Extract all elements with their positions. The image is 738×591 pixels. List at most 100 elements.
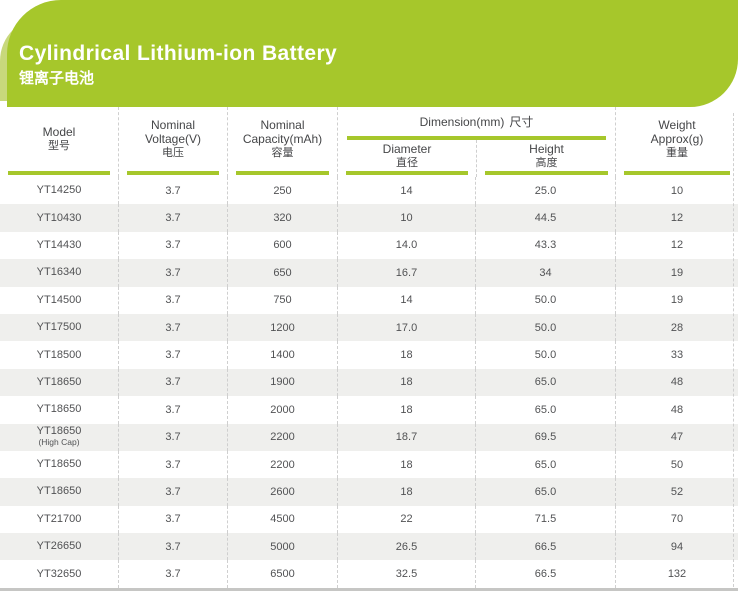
table-row: YT16340 3.7 650 16.7 34 19 xyxy=(0,259,738,287)
header-capacity: Nominal Capacity(mAh) 容量 xyxy=(227,107,337,177)
table-row: YT26650 3.7 5000 26.5 66.5 94 xyxy=(0,533,738,561)
cell-weight: 70 xyxy=(615,505,738,534)
cell-height: 69.5 xyxy=(475,423,615,451)
cell-weight: 12 xyxy=(615,204,738,232)
cell-height: 66.5 xyxy=(475,533,615,561)
model-value: YT21700 xyxy=(36,512,82,525)
header-voltage-label1: Nominal xyxy=(150,118,195,132)
header-underline xyxy=(346,171,468,175)
table-row: YT18650 3.7 2600 18 65.0 52 xyxy=(0,478,738,506)
cell-weight: 33 xyxy=(615,341,738,369)
model-value: YT16340 xyxy=(36,266,82,279)
table-row: YT18650 3.7 2200 18 65.0 50 xyxy=(0,450,738,479)
cell-diameter: 16.7 xyxy=(337,259,475,287)
cell-voltage: 3.7 xyxy=(118,231,227,260)
cell-model: YT16340 xyxy=(0,259,118,286)
cell-height: 71.5 xyxy=(475,505,615,534)
cell-diameter: 14 xyxy=(337,177,475,205)
cell-height: 65.0 xyxy=(475,368,615,397)
cell-height: 50.0 xyxy=(475,341,615,369)
cell-diameter: 18.7 xyxy=(337,423,475,451)
model-value: YT17500 xyxy=(36,321,82,334)
model-value: YT14500 xyxy=(36,293,82,306)
cell-capacity: 2200 xyxy=(227,450,337,479)
header-capacity-label2: Capacity(mAh) xyxy=(242,132,323,146)
dimension-subheaders: Diameter 直径 Height 高度 xyxy=(338,140,615,177)
cell-model: YT18650 xyxy=(0,478,118,505)
table-row: YT18650 (High Cap) 3.7 2200 18.7 69.5 47 xyxy=(0,423,738,451)
model-value: YT26650 xyxy=(36,540,82,553)
cell-diameter: 18 xyxy=(337,341,475,369)
header-underline xyxy=(236,171,329,175)
cell-weight: 132 xyxy=(615,560,738,588)
header-dimension-label-zh: 尺寸 xyxy=(509,115,534,129)
cell-model: YT18650 xyxy=(0,451,118,478)
cell-capacity: 6500 xyxy=(227,560,337,588)
cell-voltage: 3.7 xyxy=(118,313,227,342)
cell-model: YT14250 xyxy=(0,177,118,204)
cell-diameter: 14 xyxy=(337,286,475,314)
table-right-divider xyxy=(733,113,734,587)
cell-model: YT17500 xyxy=(0,314,118,341)
cell-weight: 52 xyxy=(615,478,738,506)
cell-model: YT18500 xyxy=(0,341,118,368)
cell-model: YT14500 xyxy=(0,287,118,314)
header-height-label: Height xyxy=(529,141,564,156)
cell-voltage: 3.7 xyxy=(118,368,227,397)
model-value: YT10430 xyxy=(36,211,82,224)
cell-voltage: 3.7 xyxy=(118,396,227,424)
cell-diameter: 18 xyxy=(337,478,475,506)
cell-weight: 47 xyxy=(615,423,738,451)
cell-voltage: 3.7 xyxy=(118,177,227,205)
cell-diameter: 32.5 xyxy=(337,560,475,588)
model-value: YT18650 xyxy=(36,485,82,498)
banner-text-block: Cylindrical Lithium-ion Battery 锂离子电池 xyxy=(19,42,337,88)
cell-capacity: 320 xyxy=(227,204,337,232)
cell-capacity: 1900 xyxy=(227,368,337,397)
header-underline xyxy=(127,171,219,175)
cell-height: 50.0 xyxy=(475,286,615,314)
cell-height: 65.0 xyxy=(475,396,615,424)
table-row: YT18650 3.7 1900 18 65.0 48 xyxy=(0,368,738,397)
model-value: YT32650 xyxy=(36,567,82,580)
model-value: YT18650 xyxy=(36,375,82,388)
cell-height: 50.0 xyxy=(475,313,615,342)
banner-background xyxy=(7,0,738,107)
cell-voltage: 3.7 xyxy=(118,505,227,534)
cell-model: YT14430 xyxy=(0,232,118,259)
cell-model: YT18650 (High Cap) xyxy=(0,424,118,451)
cell-capacity: 650 xyxy=(227,259,337,287)
table-row: YT14250 3.7 250 14 25.0 10 xyxy=(0,177,738,205)
model-value: YT14250 xyxy=(36,184,82,197)
header-capacity-label-zh: 容量 xyxy=(271,147,294,159)
model-subvalue: (High Cap) xyxy=(38,437,80,448)
header-height: Height 高度 xyxy=(476,140,616,177)
header-voltage-label2: Voltage(V) xyxy=(144,132,202,146)
cell-voltage: 3.7 xyxy=(118,560,227,588)
dimension-group-underline xyxy=(347,136,606,140)
model-value: YT18500 xyxy=(36,348,82,361)
header-weight-label1: Weight xyxy=(658,118,696,132)
cell-model: YT18650 xyxy=(0,396,118,423)
header-voltage-label-zh: 电压 xyxy=(162,147,184,159)
header-weight-label2: Approx(g) xyxy=(650,132,704,146)
page-title: Cylindrical Lithium-ion Battery xyxy=(19,42,338,65)
header-dimension-label: Dimension(mm) xyxy=(419,114,505,129)
table-row: YT18500 3.7 1400 18 50.0 33 xyxy=(0,341,738,369)
cell-height: 65.0 xyxy=(475,478,615,506)
header-dimension-group: Dimension(mm) 尺寸 Diameter 直径 Height 高度 xyxy=(337,107,615,177)
cell-voltage: 3.7 xyxy=(118,204,227,232)
table-row: YT32650 3.7 6500 32.5 66.5 132 xyxy=(0,560,738,588)
model-value: YT18650 xyxy=(36,403,82,416)
cell-model: YT32650 xyxy=(0,560,118,587)
table-row: YT17500 3.7 1200 17.0 50.0 28 xyxy=(0,313,738,342)
cell-diameter: 14.0 xyxy=(337,231,475,260)
cell-capacity: 4500 xyxy=(227,505,337,534)
header-underline xyxy=(8,171,110,175)
table-body: YT14250 3.7 250 14 25.0 10 YT10430 3.7 3… xyxy=(0,177,738,588)
header-diameter-label-zh: 直径 xyxy=(396,156,418,169)
cell-diameter: 17.0 xyxy=(337,313,475,342)
cell-height: 65.0 xyxy=(475,450,615,479)
header-underline xyxy=(485,171,608,175)
header-model-label-zh: 型号 xyxy=(48,140,70,152)
